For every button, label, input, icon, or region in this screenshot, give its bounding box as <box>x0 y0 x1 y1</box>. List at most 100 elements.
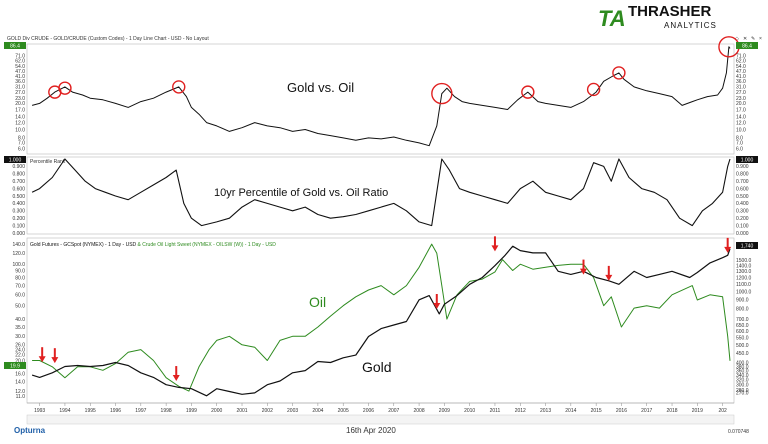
x-tick-label: 2006 <box>363 408 374 414</box>
gold-legend: Gold Futures - GCSpot (NYMEX) - 1 Day - … <box>30 242 137 248</box>
panel1-badge-left-bg <box>4 42 26 49</box>
chart-caption: GOLD Div CRUDE - GOLD/CRUDE (Custom Code… <box>7 36 209 42</box>
panel1-ytick-left: 17.0 <box>15 107 25 113</box>
panel2-title: 10yr Percentile of Gold vs. Oil Ratio <box>214 187 388 199</box>
x-tick-label: 2019 <box>692 408 703 414</box>
panel1-ytick-right: 10.0 <box>736 127 746 133</box>
panel1-ytick-right: 6.0 <box>736 147 743 153</box>
oil-ytick: 140.0 <box>12 242 25 248</box>
x-tick-label: 2003 <box>287 408 298 414</box>
gold-badge-bg <box>736 242 758 249</box>
arrow-head <box>172 375 180 382</box>
arrow-head <box>491 245 499 252</box>
panel2-ytick-right: 0.500 <box>736 194 749 200</box>
x-tick-label: 2007 <box>388 408 399 414</box>
panel1-badge-right-bg <box>736 42 758 49</box>
panel3-legend: Gold Futures - GCSpot (NYMEX) - 1 Day - … <box>30 242 276 248</box>
oil-ytick: 70.0 <box>15 283 25 289</box>
panel1-ytick-right: 47.0 <box>736 69 746 75</box>
arrow-head <box>38 356 46 363</box>
panel1-ytick-left: 10.0 <box>15 127 25 133</box>
panel1-ytick-left: 7.0 <box>18 141 25 147</box>
panel1-ytick-right: 23.0 <box>736 96 746 102</box>
panel2-ytick-left: 0.400 <box>12 201 25 207</box>
panel1-ytick-left: 41.0 <box>15 74 25 80</box>
pin-icon[interactable]: ✎ <box>751 36 755 42</box>
x-tick-label: 2000 <box>211 408 222 414</box>
arrow-head <box>579 268 587 275</box>
panel2-ytick-right: 0.900 <box>736 164 749 170</box>
panel1-ytick-right: 20.0 <box>736 101 746 107</box>
brand-name: THRASHER <box>628 3 712 20</box>
panel2-ytick-right: 0.400 <box>736 201 749 207</box>
gold-ytick: 380.0 <box>736 364 749 370</box>
gold-ytick: 550.0 <box>736 336 749 342</box>
panel2-ytick-left: 0.200 <box>12 216 25 222</box>
gold-ytick: 360.0 <box>736 368 749 374</box>
oil-ytick: 50.0 <box>15 304 25 310</box>
gold-ytick: 1200.0 <box>736 275 752 281</box>
oil-ytick: 24.0 <box>15 347 25 353</box>
oil-ytick: 120.0 <box>12 251 25 257</box>
panel2-badge-right: 1.000 <box>741 158 754 164</box>
oil-badge-bg <box>4 362 26 369</box>
oil-ytick: 60.0 <box>15 293 25 299</box>
close-icon[interactable]: × <box>759 36 762 42</box>
gold-ytick: 1000.0 <box>736 289 752 295</box>
x-tick-label: 2002 <box>262 408 273 414</box>
panel1-title: Gold vs. Oil <box>287 80 354 95</box>
gold-ytick: 1300.0 <box>736 269 752 275</box>
panel1-ytick-left: 31.0 <box>15 85 25 91</box>
panel1-ytick-left: 62.0 <box>15 59 25 65</box>
oil-ytick: 20.0 <box>15 358 25 364</box>
panel1-ytick-right: 7.0 <box>736 141 743 147</box>
x-tick-label: 2012 <box>515 408 526 414</box>
x-tick-label: 1997 <box>135 408 146 414</box>
footer-date: 16th Apr 2020 <box>346 426 396 435</box>
gold-ytick: 1100.0 <box>736 282 751 288</box>
series-lines <box>31 46 731 397</box>
panel2-ytick-left: 0.000 <box>12 231 25 237</box>
panel1-ytick-left: 27.0 <box>15 90 25 96</box>
panel2-ytick-left: 0.700 <box>12 179 25 185</box>
oil-ytick: 30.0 <box>15 334 25 340</box>
x-tick-label: 2017 <box>641 408 652 414</box>
arrow-head <box>724 246 732 253</box>
gold-ytick: 800.0 <box>736 307 749 313</box>
panel2-ytick-left: 0.800 <box>12 172 25 178</box>
panel2-ytick-left: 0.300 <box>12 209 25 215</box>
oil-ytick: 11.0 <box>16 394 26 400</box>
panel1-ytick-left: 8.0 <box>18 136 25 142</box>
diamond-icon[interactable]: ◇ <box>735 36 739 42</box>
x-tick-label: 1994 <box>59 408 70 414</box>
panel2-ytick-left: 0.100 <box>12 223 25 229</box>
percentile-line <box>31 158 731 227</box>
x-tick-label: 2004 <box>312 408 323 414</box>
brand-subtitle: ANALYTICS <box>664 21 717 30</box>
panel1-ytick-right: 17.0 <box>736 107 746 113</box>
gold-ytick: 650.0 <box>736 323 749 329</box>
x-tick-label: 2014 <box>565 408 576 414</box>
arrow-head <box>433 303 441 310</box>
era-strip <box>26 414 735 425</box>
oil-badge: 19.9 <box>10 364 20 370</box>
panel1-frame <box>26 43 735 155</box>
peak-circle <box>431 82 453 105</box>
gold-ytick: 600.0 <box>736 329 749 335</box>
oil-legend: Crude Oil Light Sweet (NYMEX - OILSW (W)… <box>142 242 276 248</box>
gold-badge: 1,740 <box>741 244 754 250</box>
x-tick-label: 2008 <box>414 408 425 414</box>
oil-ytick: 40.0 <box>15 317 25 323</box>
gold-ytick: 1500.0 <box>736 258 752 264</box>
panel3-frame <box>26 237 735 404</box>
peak-circle <box>612 66 626 80</box>
annotations <box>38 36 740 382</box>
gold-ytick: 320.0 <box>736 378 749 384</box>
panel1-ytick-right: 54.0 <box>736 64 746 70</box>
oil-ytick: 90.0 <box>15 268 25 274</box>
cross-icon[interactable]: ✕ <box>743 36 747 42</box>
gold-ytick: 340.0 <box>736 373 749 379</box>
oil-line <box>32 243 731 392</box>
panel2-ytick-right: 0.000 <box>736 231 749 237</box>
